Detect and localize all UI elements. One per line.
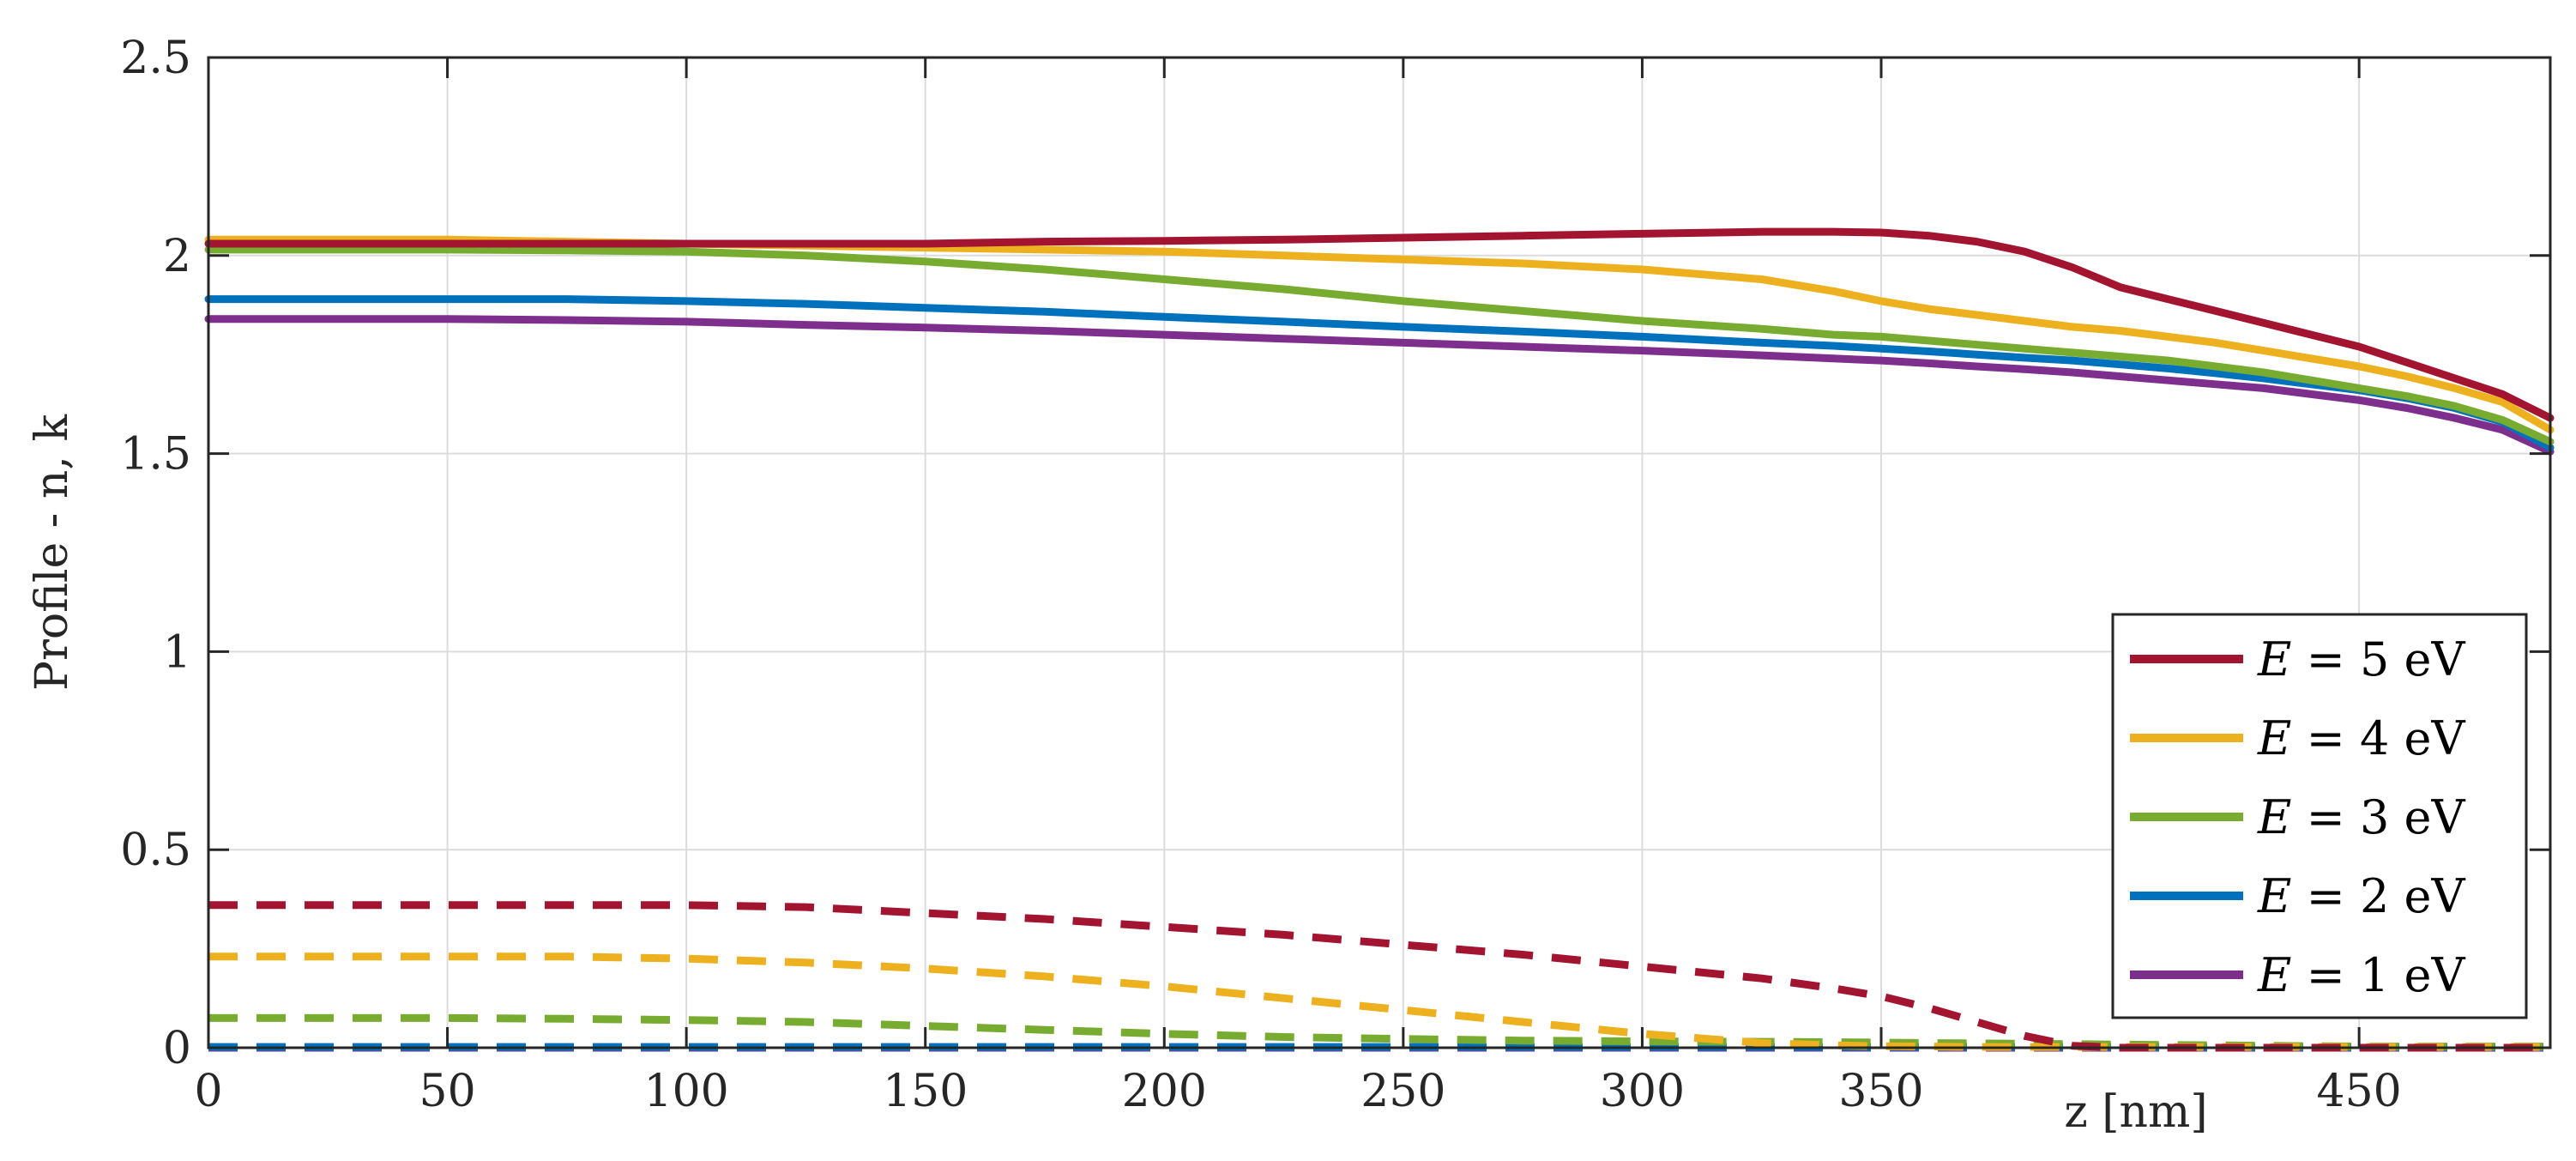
x-tick-label: 350 [1838,1066,1923,1117]
legend-entry-label: E = 1 eV [2257,948,2465,1002]
x-tick-label: 0 [194,1066,222,1117]
legend-entry-label: E = 2 eV [2257,869,2465,923]
legend: E = 5 eV E = 4 eV E = 3 eV E = 2 eV E = 1 eV [2111,613,2528,1019]
x-tick-label: 250 [1360,1066,1445,1117]
x-axis-label: z [nm] [2064,1086,2207,1138]
y-axis-label: Profile - n, k [27,414,78,691]
series-n-line [204,227,2555,422]
y-tick-label: 1 [163,626,191,678]
series-n-line [204,315,2555,456]
y-tick-label: 0.5 [120,825,191,876]
x-tick-label: 150 [883,1066,968,1117]
legend-entry-label: E = 5 eV [2257,632,2465,686]
plot-frame [207,56,2552,1049]
x-tick-label: 450 [2317,1066,2402,1117]
x-tick-label: 100 [644,1066,729,1117]
x-tick-label: 50 [419,1066,475,1117]
legend-entry-label: E = 4 eV [2257,711,2465,765]
series-n-line [204,245,2555,446]
legend-entry-label: E = 3 eV [2257,790,2465,844]
y-tick-label: 2 [163,231,191,282]
y-tick-label: 1.5 [120,429,191,481]
x-tick-label: 200 [1122,1066,1207,1117]
x-tick-label: 300 [1600,1066,1685,1117]
x-axis: 0 50 100 150 200 250 300 350 450 [194,57,2402,1117]
y-tick-label: 2.5 [120,33,191,84]
y-axis: 0 0.5 1 1.5 2 2.5 [120,33,2550,1074]
y-tick-label: 0 [163,1023,191,1074]
